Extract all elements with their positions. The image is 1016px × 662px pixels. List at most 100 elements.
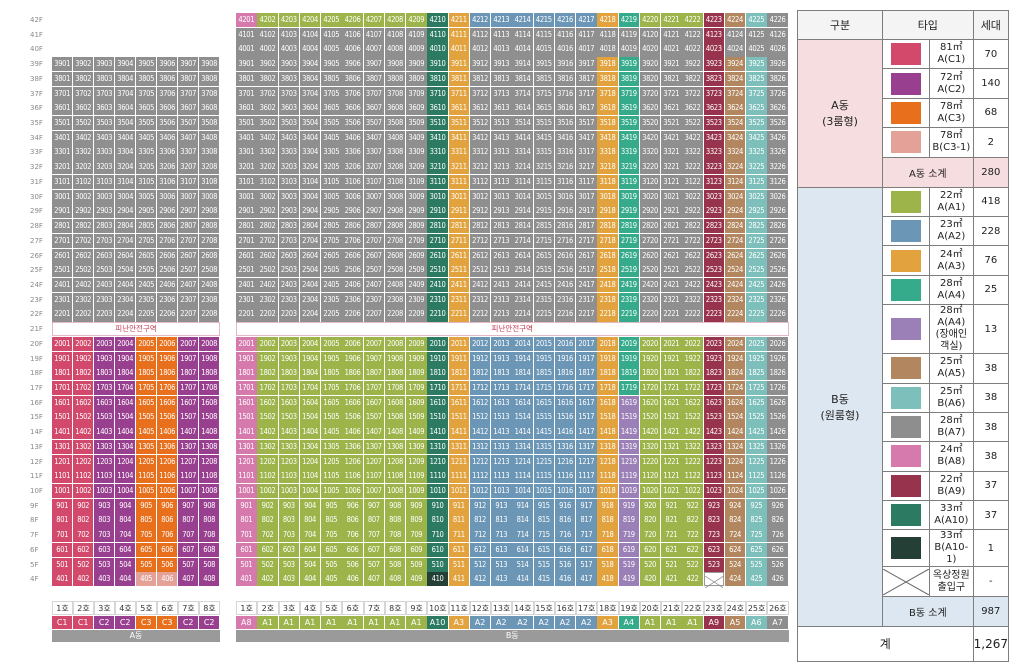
unit-cell[interactable]: 2220 [639, 307, 661, 322]
unit-cell[interactable]: 3305 [321, 145, 342, 160]
unit-cell[interactable]: 3802 [257, 71, 278, 86]
unit-cell[interactable]: 4118 [597, 27, 618, 42]
unit-cell[interactable]: 1401 [52, 425, 73, 440]
unit-cell[interactable]: 1612 [469, 395, 491, 410]
unit-cell[interactable]: 3104 [115, 174, 136, 190]
unit-cell[interactable]: 3124 [724, 174, 746, 190]
unit-cell[interactable]: 3503 [278, 116, 300, 131]
unit-cell[interactable]: 2403 [94, 277, 115, 293]
unit-cell[interactable]: 1720 [639, 381, 661, 396]
unit-cell[interactable]: 1426 [767, 425, 788, 440]
unit-cell[interactable]: 705 [136, 528, 157, 543]
unit-cell[interactable]: 3116 [554, 174, 576, 190]
unit-cell[interactable]: 3720 [639, 86, 661, 101]
unit-cell[interactable]: 1208 [384, 454, 406, 469]
unit-cell[interactable]: 1606 [157, 395, 178, 410]
unit-cell[interactable]: 2913 [491, 204, 512, 219]
unit-cell[interactable]: 2701 [236, 233, 257, 248]
unit-cell[interactable]: 1403 [278, 425, 300, 440]
unit-cell[interactable]: 1201 [236, 454, 257, 469]
unit-cell[interactable]: 4023 [703, 42, 725, 57]
unit-cell[interactable]: 3403 [94, 130, 115, 145]
unit-cell[interactable]: 3303 [278, 145, 300, 160]
unit-cell[interactable]: 2510 [427, 263, 448, 278]
unit-cell[interactable]: 504 [115, 557, 136, 572]
unit-cell[interactable]: 1203 [278, 454, 300, 469]
unit-cell[interactable]: 1008 [199, 484, 220, 499]
unit-cell[interactable]: 4212 [469, 13, 491, 28]
unit-cell[interactable]: 2304 [115, 292, 136, 307]
unit-cell[interactable]: 4215 [533, 13, 555, 28]
unit-cell[interactable]: 1325 [746, 439, 767, 454]
unit-cell[interactable]: 2710 [427, 233, 448, 248]
unit-cell[interactable]: 3023 [703, 189, 725, 204]
unit-cell[interactable]: 3114 [512, 174, 533, 190]
unit-cell[interactable]: 1406 [342, 425, 363, 440]
unit-cell[interactable]: 1511 [448, 410, 470, 425]
unit-cell[interactable]: 1402 [257, 425, 278, 440]
unit-cell[interactable]: 1603 [94, 395, 115, 410]
unit-cell[interactable]: 4209 [406, 13, 427, 28]
unit-cell[interactable]: 3203 [94, 160, 115, 175]
unit-cell[interactable]: 3605 [136, 101, 157, 116]
unit-cell[interactable]: 2816 [554, 219, 576, 234]
unit-cell[interactable]: 626 [767, 542, 788, 558]
unit-cell[interactable]: 3712 [469, 86, 491, 101]
unit-cell[interactable]: 3506 [342, 116, 363, 131]
unit-cell[interactable]: 1317 [576, 439, 597, 454]
unit-cell[interactable]: 615 [533, 542, 555, 558]
unit-cell[interactable]: 1619 [618, 395, 640, 410]
unit-cell[interactable]: 2705 [321, 233, 342, 248]
unit-cell[interactable]: 2907 [178, 204, 199, 219]
unit-cell[interactable]: 3301 [52, 145, 73, 160]
unit-cell[interactable]: 3226 [767, 160, 788, 175]
unit-cell[interactable]: 515 [533, 557, 555, 572]
unit-cell[interactable]: 3925 [746, 57, 767, 72]
unit-cell[interactable]: 805 [136, 513, 157, 528]
unit-cell[interactable]: 3701 [236, 86, 257, 101]
unit-cell[interactable]: 1624 [724, 395, 746, 410]
unit-cell[interactable]: 1911 [448, 351, 470, 366]
unit-cell[interactable]: 405 [136, 572, 157, 587]
unit-cell[interactable]: 2401 [52, 277, 73, 293]
unit-cell[interactable]: 1416 [554, 425, 576, 440]
unit-cell[interactable]: 2322 [682, 292, 703, 307]
unit-cell[interactable]: 1801 [236, 366, 257, 381]
unit-cell[interactable]: 1610 [427, 395, 448, 410]
unit-cell[interactable]: 1910 [427, 351, 448, 366]
unit-cell[interactable]: 3718 [597, 86, 618, 101]
unit-cell[interactable]: 1525 [746, 410, 767, 425]
unit-cell[interactable]: 2221 [661, 307, 682, 322]
unit-cell[interactable]: 1923 [703, 351, 725, 366]
unit-cell[interactable]: 808 [199, 513, 220, 528]
unit-cell[interactable]: 3106 [157, 174, 178, 190]
unit-cell[interactable]: 4124 [724, 27, 746, 42]
unit-cell[interactable]: 2516 [554, 263, 576, 278]
unit-cell[interactable]: 3319 [618, 145, 640, 160]
unit-cell[interactable]: 2904 [299, 204, 321, 219]
unit-cell[interactable]: 602 [73, 542, 94, 558]
unit-cell[interactable]: 2423 [703, 277, 725, 293]
unit-cell[interactable]: 520 [639, 557, 661, 572]
unit-cell[interactable]: 524 [724, 557, 746, 572]
unit-cell[interactable]: 920 [639, 498, 661, 513]
unit-cell[interactable]: 2302 [257, 292, 278, 307]
unit-cell[interactable]: 3526 [767, 116, 788, 131]
unit-cell[interactable]: 1219 [618, 454, 640, 469]
unit-cell[interactable]: 3618 [597, 101, 618, 116]
unit-cell[interactable]: 803 [278, 513, 300, 528]
unit-cell[interactable]: 3417 [576, 130, 597, 145]
unit-cell[interactable]: 912 [469, 498, 491, 513]
unit-cell[interactable]: 3312 [469, 145, 491, 160]
unit-cell[interactable]: 1916 [554, 351, 576, 366]
unit-cell[interactable]: 3508 [199, 116, 220, 131]
unit-cell[interactable]: 904 [115, 498, 136, 513]
unit-cell[interactable]: 3812 [469, 71, 491, 86]
unit-cell[interactable]: 3707 [178, 86, 199, 101]
unit-cell[interactable]: 2801 [52, 219, 73, 234]
unit-cell[interactable]: 2708 [199, 233, 220, 248]
unit-cell[interactable]: 1704 [115, 381, 136, 396]
unit-cell[interactable]: 3415 [533, 130, 555, 145]
unit-cell[interactable]: 2226 [767, 307, 788, 322]
unit-cell[interactable]: 1124 [724, 469, 746, 484]
